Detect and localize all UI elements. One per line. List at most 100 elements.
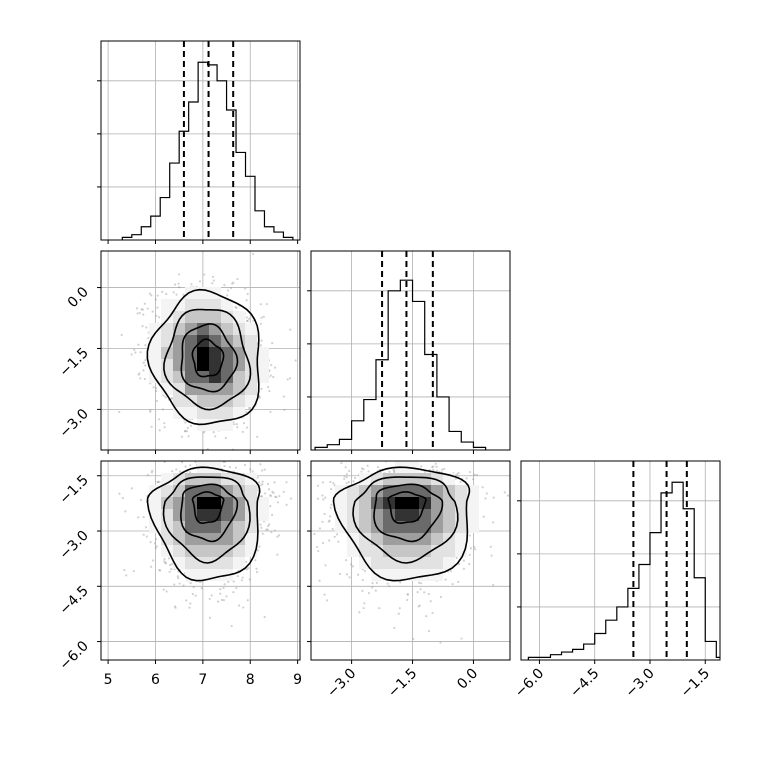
sample-point — [208, 597, 211, 601]
sample-point — [465, 477, 468, 480]
density-cell — [209, 335, 221, 347]
density-cell — [161, 383, 173, 395]
sample-point — [148, 292, 152, 295]
x-tick-label: 6 — [151, 672, 160, 688]
density-cell — [197, 395, 209, 407]
histogram-bin — [595, 633, 606, 660]
histogram-bin — [327, 445, 339, 450]
sample-point — [457, 562, 461, 566]
histogram-bin — [461, 442, 473, 450]
density-cell — [209, 545, 221, 557]
density-cell — [173, 311, 185, 323]
sample-point — [432, 465, 435, 468]
sample-point — [457, 580, 460, 583]
sample-point — [246, 319, 249, 323]
sample-point — [123, 568, 126, 572]
sample-point — [490, 554, 493, 557]
density-cell — [371, 509, 383, 521]
density-cell — [245, 335, 257, 347]
sample-point — [170, 563, 174, 566]
sample-point — [472, 478, 475, 481]
sample-point — [151, 469, 154, 472]
sample-point — [265, 302, 269, 306]
sample-point — [212, 431, 215, 434]
sample-point — [256, 435, 259, 438]
density-cell — [197, 359, 209, 371]
sample-point — [324, 496, 327, 499]
sample-point — [173, 283, 177, 286]
histogram-bin — [413, 301, 425, 450]
sample-point — [265, 528, 268, 531]
sample-point — [423, 591, 426, 594]
sample-point — [144, 359, 147, 362]
sample-point — [329, 506, 332, 509]
density-cell — [245, 371, 257, 383]
density-cell — [173, 533, 185, 545]
density-cell — [431, 569, 443, 581]
sample-point — [157, 418, 161, 421]
sample-point — [330, 488, 333, 491]
sample-point — [434, 462, 437, 465]
sample-point — [349, 563, 353, 566]
sample-point — [246, 319, 249, 322]
sample-point — [269, 374, 272, 377]
density-cell — [149, 359, 161, 371]
sample-point — [503, 491, 506, 494]
sample-point — [145, 326, 148, 329]
sample-point — [337, 540, 340, 543]
x-tick-label: 7 — [198, 672, 207, 688]
sample-point — [371, 586, 374, 589]
density-cell — [173, 359, 185, 371]
sample-point — [481, 486, 484, 489]
sample-point — [321, 494, 324, 497]
sample-point — [248, 578, 251, 581]
sample-point — [143, 302, 146, 305]
density-cell — [185, 335, 197, 347]
density-cell — [245, 533, 257, 545]
sample-point — [245, 316, 248, 319]
density-cell — [335, 521, 347, 533]
density-cell — [233, 395, 245, 407]
sample-point — [397, 612, 400, 615]
sample-point — [263, 615, 266, 619]
density-cell — [161, 323, 173, 335]
sample-point — [154, 298, 157, 301]
sample-point — [257, 481, 261, 484]
sample-point — [178, 286, 181, 289]
sample-point — [177, 576, 180, 580]
sample-point — [431, 611, 434, 615]
sample-point — [363, 569, 367, 573]
sample-point — [165, 590, 168, 593]
sample-point — [275, 495, 278, 499]
histogram-step-line — [314, 279, 487, 450]
density-cell — [407, 509, 419, 521]
density-cell — [245, 395, 257, 407]
sample-point — [187, 435, 190, 438]
panel-content — [311, 251, 510, 450]
sample-point — [269, 494, 272, 497]
density-cell — [173, 545, 185, 557]
sample-point — [259, 484, 262, 487]
sample-point — [180, 435, 183, 438]
sample-point — [167, 557, 170, 560]
density-cell — [467, 521, 479, 533]
density-cell — [371, 545, 383, 557]
sample-point — [268, 390, 271, 393]
sample-point — [473, 548, 477, 551]
histogram-bin — [255, 211, 264, 240]
sample-point — [276, 501, 280, 504]
density-cell — [257, 371, 269, 383]
density-cell — [209, 347, 221, 359]
sample-point — [194, 461, 197, 464]
density-cell — [209, 461, 221, 473]
density-cell — [419, 569, 431, 581]
histogram-bin — [425, 354, 437, 450]
sample-point — [345, 482, 348, 485]
density-cell — [161, 335, 173, 347]
sample-point — [162, 394, 165, 397]
sample-point — [220, 598, 224, 602]
sample-point — [332, 482, 335, 485]
sample-point — [173, 583, 176, 586]
sample-point — [233, 423, 236, 426]
sample-point — [255, 567, 258, 570]
